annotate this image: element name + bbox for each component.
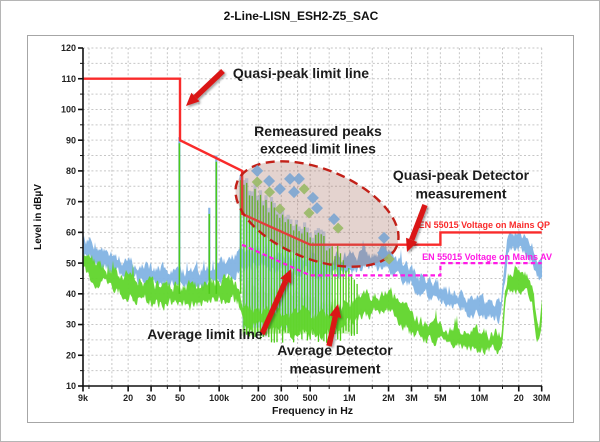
y-tick-labels: 10 20 30 40 50 60 70 80 90 100 110 120	[61, 43, 76, 391]
annotation-arrow-shaft	[193, 69, 225, 100]
remeasured-peak-green	[274, 203, 286, 215]
x-axis-title: Frequency in Hz	[272, 405, 353, 417]
qp-limit-note: Quasi-peak limit line	[186, 65, 369, 106]
y-tick-label: 110	[61, 74, 76, 84]
av-limit-line	[241, 243, 542, 277]
annotation-arrow-head	[186, 92, 200, 106]
y-tick-label: 10	[66, 381, 76, 391]
remeasured-note: Remeasured peaks exceed limit lines	[254, 123, 382, 157]
remeasured-peak-blue	[311, 202, 323, 215]
x-tick-label: 10M	[471, 393, 489, 403]
remeasured-peak-green	[264, 186, 276, 198]
x-tick-label: 100k	[209, 393, 230, 403]
x-tick-labels: 9k 20 30 50 100k 200 300 500 1M 2M 3M 5M 10M 20 30M	[78, 393, 550, 403]
annotation-arrow-shaft	[409, 204, 428, 241]
annotation-arrow-head	[329, 304, 342, 318]
y-tick-label: 100	[61, 105, 76, 115]
en55015-qp-label: EN 55015 Voltage on Mains QP	[419, 220, 550, 230]
remeasured-peak-blue	[288, 186, 300, 199]
qp-detector-note-text: measurement	[415, 186, 506, 202]
remeasured-peak-green	[332, 222, 344, 234]
x-tick-label: 20	[123, 393, 133, 403]
remeasured-peak-green	[383, 253, 395, 265]
annotation-arrow-head	[406, 237, 418, 252]
axes	[78, 47, 543, 392]
x-tick-label: 500	[303, 393, 318, 403]
avg-limit-note: Average limit line	[147, 269, 292, 342]
avg-detector-note-arrow	[326, 304, 342, 347]
remeasured-peak-green	[298, 183, 310, 195]
x-tick-label: 1M	[343, 393, 356, 403]
avg-detector-note-text: Average Detector	[277, 342, 393, 358]
annotation-arrow-shaft	[259, 279, 289, 336]
y-tick-label: 90	[66, 135, 76, 145]
remeasured-peak-blue	[251, 164, 264, 177]
avg-detector-note-text: measurement	[289, 361, 380, 377]
remeasured-peak-blue	[377, 246, 389, 259]
trace-layer	[83, 137, 542, 356]
annotation-arrow-head	[280, 269, 292, 284]
remeasured-peak-blue	[292, 172, 305, 185]
remeasured-peak-blue	[273, 183, 286, 195]
y-axis-title: Level in dBµV	[33, 184, 44, 250]
y-tick-label: 70	[66, 197, 76, 207]
avg-limit-note-text: Average limit line	[147, 326, 263, 342]
remeasured-peak-green	[303, 207, 315, 219]
x-tick-label: 2M	[382, 393, 395, 403]
avg-detector-note: Average Detector measurement	[277, 304, 393, 377]
x-tick-label: 5M	[434, 393, 447, 403]
remeasured-note-text: exceed limit lines	[260, 141, 376, 157]
x-tick-label: 9k	[78, 393, 89, 403]
remeasured-peak-green	[251, 176, 263, 188]
avg-limit-note-arrow	[259, 269, 292, 336]
en55015-av-label: EN 55015 Voltage on Mains AV	[422, 252, 552, 262]
y-tick-label: 20	[66, 350, 76, 360]
qp-detector-note-arrow	[406, 204, 428, 252]
annotation-arrow-shaft	[326, 316, 338, 347]
x-tick-label: 50	[175, 393, 185, 403]
big-spikes	[178, 137, 242, 294]
qp-trace	[83, 230, 542, 324]
remeasured-peak-blue	[263, 175, 276, 187]
remeasured-peak-blue	[306, 191, 319, 204]
y-tick-label: 80	[66, 166, 76, 176]
y-tick-label: 30	[66, 320, 76, 330]
x-tick-label: 30M	[533, 393, 551, 403]
y-tick-label: 60	[66, 228, 76, 238]
remeasured-peak-blue	[284, 172, 296, 185]
x-tick-label: 200	[251, 393, 266, 403]
remeasured-peak-blue	[378, 231, 390, 244]
av-trace	[83, 250, 542, 356]
qp-limit-note-arrow	[186, 69, 225, 106]
remeasured-markers	[251, 164, 395, 265]
qp-detector-note: Quasi-peak Detector measurement	[393, 167, 530, 252]
qp-limit-note-text: Quasi-peak limit line	[233, 65, 369, 81]
remeasured-peak-blue	[328, 213, 340, 226]
x-tick-label: 3M	[405, 393, 418, 403]
y-tick-label: 120	[61, 43, 76, 53]
x-tick-label: 20	[514, 393, 524, 403]
x-tick-label: 30	[146, 393, 156, 403]
chart-title: 2-Line-LISN_ESH2-Z5_SAC	[223, 9, 379, 23]
x-tick-label: 300	[274, 393, 289, 403]
y-tick-label: 50	[66, 258, 76, 268]
qp-detector-note-text: Quasi-peak Detector	[393, 167, 530, 183]
y-tick-label: 40	[66, 289, 76, 299]
remeasured-note-text: Remeasured peaks	[254, 123, 382, 139]
